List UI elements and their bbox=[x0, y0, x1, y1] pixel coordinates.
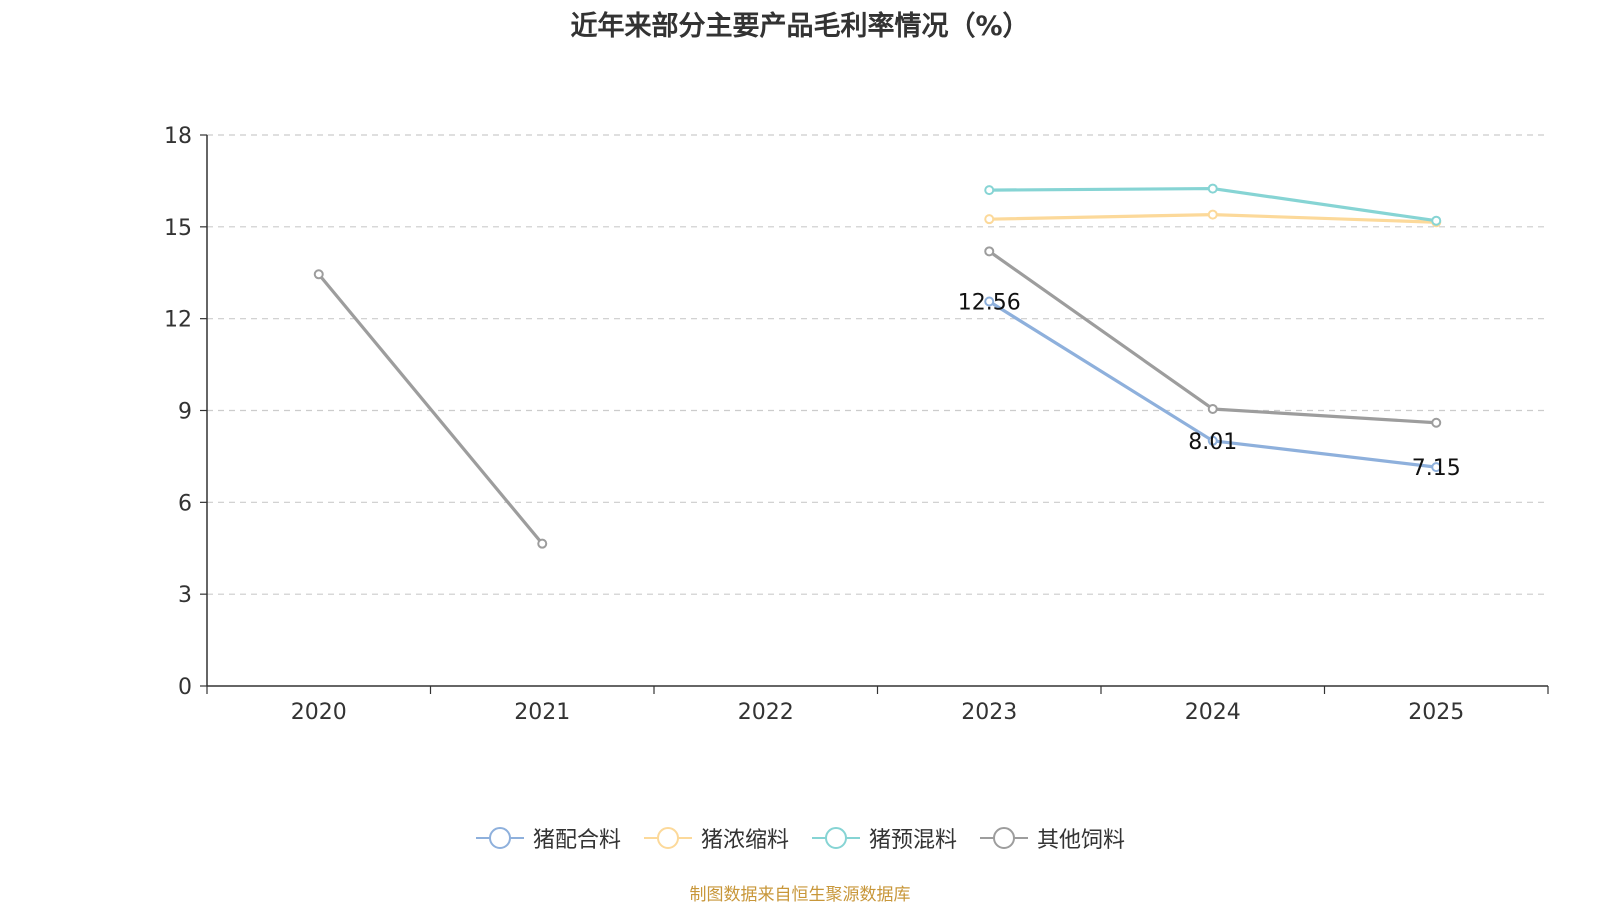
legend-item[interactable]: 猪配合料 bbox=[475, 822, 621, 854]
data-point bbox=[1431, 417, 1442, 428]
y-tick-label: 0 bbox=[178, 675, 192, 700]
data-point bbox=[984, 296, 995, 307]
series-line bbox=[988, 250, 1437, 425]
y-tick-label: 18 bbox=[164, 124, 192, 149]
y-tick-label: 6 bbox=[178, 491, 192, 516]
x-tick-label: 2021 bbox=[514, 700, 570, 725]
data-point bbox=[1207, 403, 1218, 414]
data-point bbox=[984, 185, 995, 196]
y-tick-label: 3 bbox=[178, 583, 192, 608]
data-point bbox=[1431, 462, 1442, 473]
data-label: 12.56 bbox=[958, 291, 1021, 316]
legend-marker-icon bbox=[475, 827, 524, 849]
data-point bbox=[537, 538, 548, 549]
y-tick-label: 9 bbox=[178, 400, 192, 425]
series-line bbox=[317, 273, 544, 545]
x-tick-label: 2020 bbox=[291, 700, 347, 725]
data-point bbox=[1207, 435, 1218, 446]
x-tick-label: 2022 bbox=[738, 700, 794, 725]
legend-marker-icon bbox=[643, 827, 692, 849]
series-lines bbox=[313, 183, 1442, 549]
data-label: 7.15 bbox=[1412, 456, 1461, 481]
chart-title: 近年来部分主要产品毛利率情况（%） bbox=[570, 11, 1030, 42]
legend-label: 猪浓缩料 bbox=[700, 828, 789, 853]
legend-marker-icon bbox=[980, 827, 1029, 849]
data-point bbox=[984, 214, 995, 225]
series-2 bbox=[984, 183, 1442, 226]
data-point bbox=[1207, 209, 1218, 220]
x-tick-label: 2025 bbox=[1408, 700, 1464, 725]
data-point bbox=[313, 269, 324, 280]
y-tick-label: 12 bbox=[164, 308, 192, 333]
legend: 猪配合料 猪浓缩料 猪预混料 其他饲料 bbox=[0, 822, 1600, 854]
x-tick-label: 2024 bbox=[1185, 700, 1241, 725]
data-point bbox=[1431, 215, 1442, 226]
data-labels: 12.56 8.01 7.15 bbox=[958, 291, 1461, 482]
y-tick-label: 15 bbox=[164, 216, 192, 241]
axes: 0 3 6 9 12 15 18 2020 2021 2022 2023 2024 2025 bbox=[164, 124, 1549, 725]
series-3 bbox=[313, 246, 1442, 549]
data-point bbox=[1207, 183, 1218, 194]
grid-lines bbox=[207, 134, 1548, 595]
legend-marker-icon bbox=[812, 827, 860, 849]
source-note: 制图数据来自恒生聚源数据库 bbox=[689, 885, 911, 905]
legend-label: 猪预混料 bbox=[869, 828, 958, 853]
legend-label: 猪配合料 bbox=[532, 828, 621, 853]
legend-label: 其他饲料 bbox=[1037, 828, 1126, 853]
x-tick-label: 2023 bbox=[961, 700, 1017, 725]
legend-item[interactable]: 其他饲料 bbox=[979, 822, 1125, 854]
series-0 bbox=[984, 296, 1442, 473]
legend-item[interactable]: 猪预混料 bbox=[811, 822, 957, 854]
data-point bbox=[984, 246, 995, 257]
legend-item[interactable]: 猪浓缩料 bbox=[643, 822, 789, 854]
data-label: 8.01 bbox=[1188, 430, 1237, 455]
